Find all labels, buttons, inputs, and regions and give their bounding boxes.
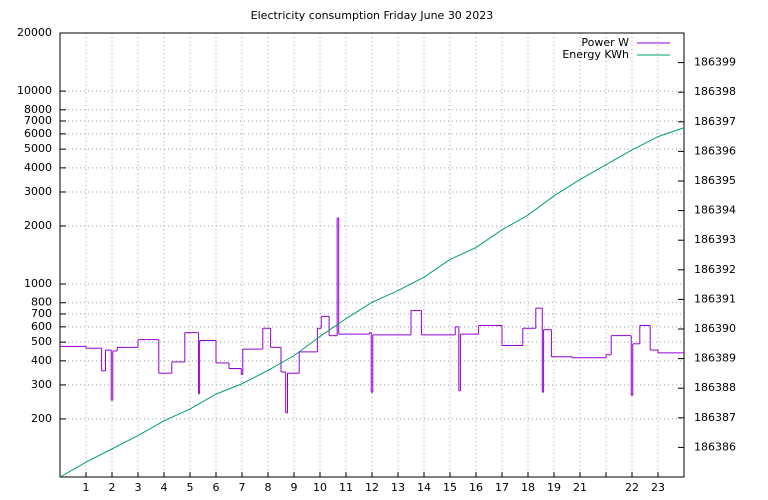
y-tick-label: 20000 <box>17 26 52 39</box>
y2-tick-label: 186386 <box>694 440 736 453</box>
y2-tick-label: 186387 <box>694 411 736 424</box>
x-tick-label: 14 <box>417 481 431 494</box>
y2-tick-label: 186392 <box>694 263 736 276</box>
x-tick-label: 6 <box>213 481 220 494</box>
x-tick-label: 19 <box>547 481 561 494</box>
y-tick-label: 5000 <box>24 142 52 155</box>
legend-label: Energy KWh <box>562 48 629 61</box>
y-tick-label: 500 <box>31 335 52 348</box>
y2-tick-label: 186391 <box>694 292 736 305</box>
x-tick-label: 15 <box>443 481 457 494</box>
x-tick-label: 3 <box>135 481 142 494</box>
energy-line <box>59 127 685 478</box>
x-tick-label: 18 <box>521 481 535 494</box>
chart-title: Electricity consumption Friday June 30 2… <box>251 9 494 22</box>
y2-tick-label: 186397 <box>694 115 736 128</box>
y-tick-label: 4000 <box>24 161 52 174</box>
x-tick-label: 1 <box>83 481 90 494</box>
plot-border <box>59 32 685 478</box>
x-tick-label: 5 <box>187 481 194 494</box>
y-tick-label: 3000 <box>24 185 52 198</box>
y-tick-label: 700 <box>31 307 52 320</box>
x-tick-label: 13 <box>391 481 405 494</box>
y-tick-label: 6000 <box>24 127 52 140</box>
y-tick-label: 1000 <box>24 277 52 290</box>
y2-tick-label: 186388 <box>694 381 736 394</box>
y-tick-label: 300 <box>31 378 52 391</box>
x-tick-label: 9 <box>291 481 298 494</box>
y-tick-label: 7000 <box>24 114 52 127</box>
y-tick-label: 200 <box>31 412 52 425</box>
y2-tick-label: 186394 <box>694 204 736 217</box>
x-tick-label: 17 <box>495 481 509 494</box>
x-tick-label: 11 <box>339 481 353 494</box>
y2-tick-label: 186396 <box>694 144 736 157</box>
x-tick-label: 16 <box>469 481 483 494</box>
y2-tick-label: 186389 <box>694 352 736 365</box>
x-tick-label: 2 <box>109 481 116 494</box>
x-tick-label: 10 <box>313 481 327 494</box>
x-tick-label: 21 <box>573 481 587 494</box>
y-tick-label: 600 <box>31 320 52 333</box>
x-tick-label: 12 <box>365 481 379 494</box>
y-tick-label: 2000 <box>24 219 52 232</box>
x-tick-label: 22 <box>625 481 639 494</box>
y-tick-label: 400 <box>31 354 52 367</box>
x-tick-label: 8 <box>265 481 272 494</box>
y2-tick-label: 186395 <box>694 174 736 187</box>
legend-label: Power W <box>581 36 629 49</box>
y2-tick-label: 186390 <box>694 322 736 335</box>
y-tick-label: 8000 <box>24 103 52 116</box>
y2-tick-label: 186398 <box>694 85 736 98</box>
y2-tick-label: 186393 <box>694 233 736 246</box>
x-tick-label: 23 <box>651 481 665 494</box>
y-tick-label: 10000 <box>17 84 52 97</box>
y2-tick-label: 186399 <box>694 56 736 69</box>
x-tick-label: 7 <box>239 481 246 494</box>
y-tick-label: 800 <box>31 296 52 309</box>
x-tick-label: 4 <box>161 481 168 494</box>
